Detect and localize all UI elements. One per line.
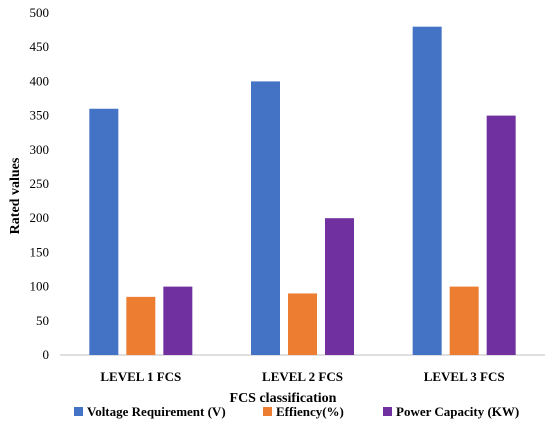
bar: [325, 218, 354, 355]
bar: [89, 108, 119, 355]
x-tick-label: LEVEL 3 FCS: [424, 369, 505, 384]
legend-label: Effiency(%): [276, 404, 344, 419]
bar: [288, 293, 317, 355]
bar: [449, 286, 479, 355]
x-axis-title: FCS classification: [230, 391, 337, 406]
legend-swatch: [263, 407, 272, 416]
bar: [126, 296, 156, 355]
legend-swatch: [74, 407, 83, 416]
y-tick-label: 500: [30, 5, 50, 20]
y-tick-label: 50: [36, 313, 49, 328]
y-tick-label: 350: [30, 108, 50, 123]
y-tick-label: 400: [30, 73, 50, 88]
bars: [89, 26, 516, 356]
y-tick-label: 100: [30, 279, 50, 294]
legend-label: Power Capacity (KW): [396, 404, 519, 419]
bar: [412, 26, 442, 356]
bar: [251, 81, 280, 356]
legend-label: Voltage Requirement (V): [87, 404, 226, 419]
legend-swatch: [383, 407, 392, 416]
y-tick-label: 200: [30, 210, 50, 225]
y-tick-label: 300: [30, 142, 50, 157]
y-tick-label: 250: [30, 176, 50, 191]
y-tick-label: 150: [30, 244, 50, 259]
y-tick-label: 0: [43, 347, 50, 362]
bar: [163, 286, 193, 355]
x-tick-label: LEVEL 2 FCS: [262, 369, 343, 384]
x-axis-categories: LEVEL 1 FCS LEVEL 2 FCS LEVEL 3 FCS: [100, 369, 504, 384]
y-axis-title: Rated values: [8, 157, 23, 234]
y-axis-ticks: 0 50 100 150 200 250 300 350 400 450 500: [30, 5, 50, 362]
y-tick-label: 450: [30, 39, 50, 54]
legend: Voltage Requirement (V) Effiency(%) Power …: [74, 404, 519, 419]
bar: [486, 115, 516, 355]
x-tick-label: LEVEL 1 FCS: [100, 369, 181, 384]
